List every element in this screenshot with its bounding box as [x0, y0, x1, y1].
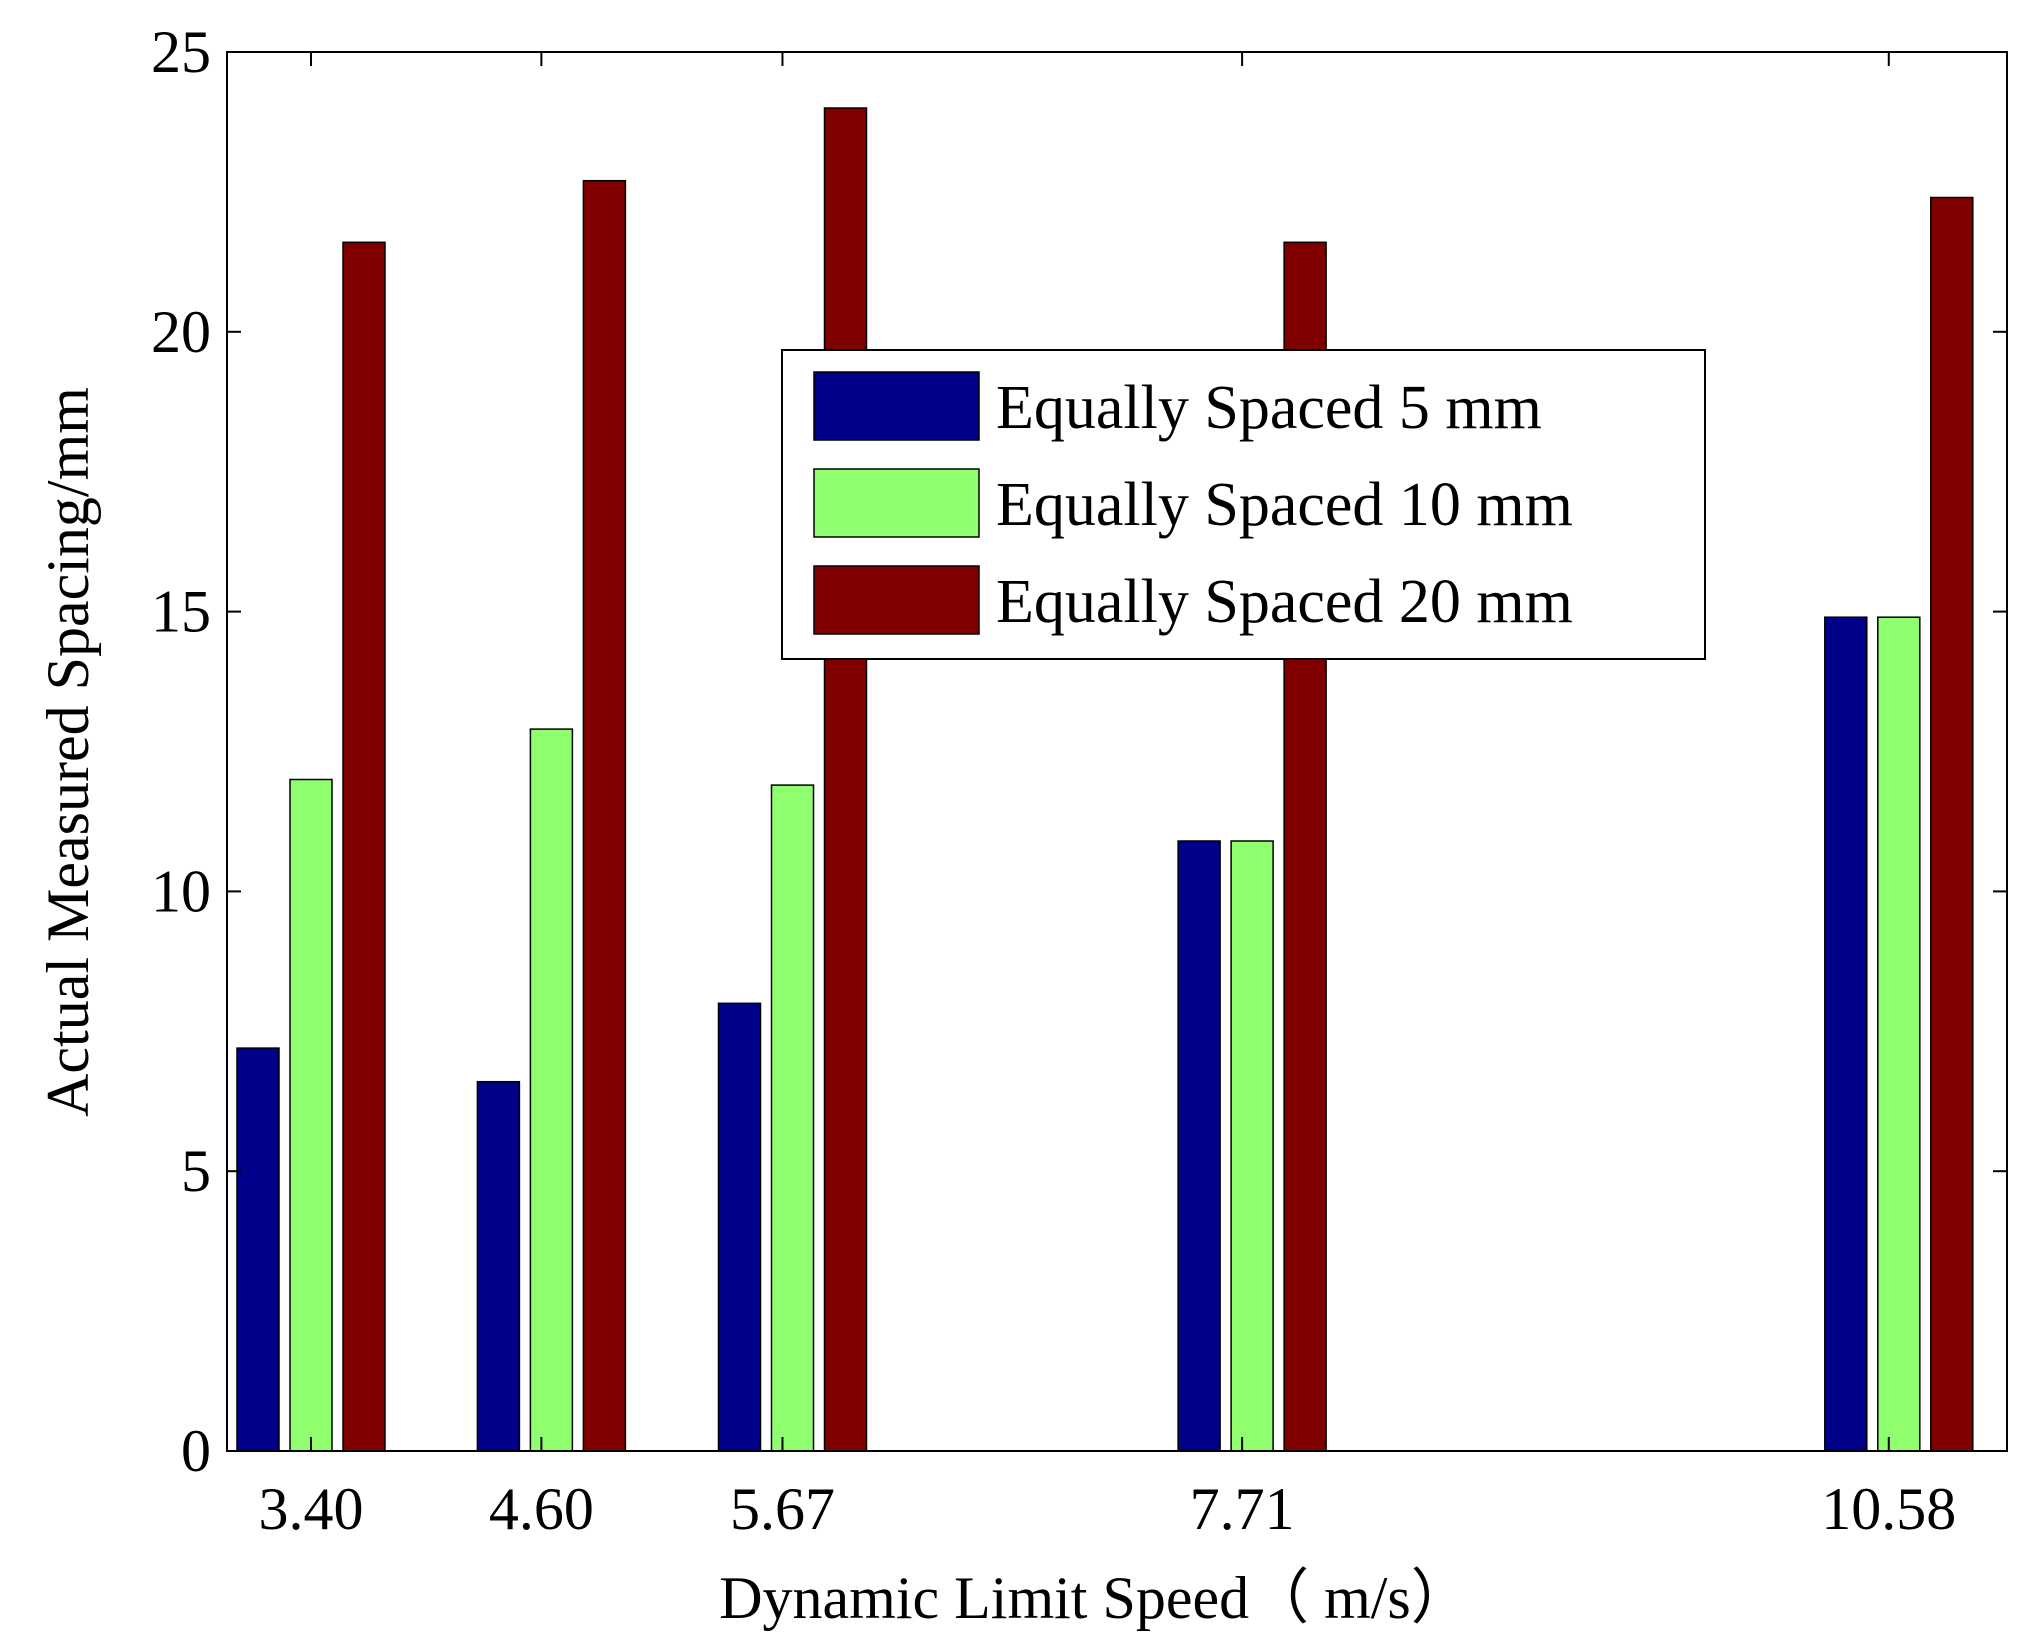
x-tick-label: 10.58 — [1821, 1476, 1956, 1542]
legend-label: Equally Spaced 20 mm — [996, 568, 1573, 636]
x-tick-label: 7.71 — [1190, 1476, 1295, 1542]
y-tick-label: 20 — [151, 299, 211, 365]
legend-swatch — [813, 565, 980, 635]
y-tick-label: 25 — [151, 19, 211, 85]
legend-swatch — [813, 371, 980, 441]
y-tick-label: 10 — [151, 858, 211, 924]
y-axis-label: Actual Measured Spacing/mm — [35, 387, 101, 1117]
x-tick-label: 3.40 — [259, 1476, 364, 1542]
bar-equally-spaced-5-mm-7.71 — [1177, 840, 1221, 1452]
legend-swatch — [813, 468, 980, 538]
bar-equally-spaced-5-mm-4.60 — [476, 1080, 521, 1452]
bar-equally-spaced-10-mm-10.58 — [1877, 616, 1921, 1452]
bar-equally-spaced-10-mm-7.71 — [1230, 840, 1274, 1452]
x-tick-label: 5.67 — [730, 1476, 835, 1542]
bar-equally-spaced-20-mm-3.40 — [342, 241, 386, 1452]
y-tick-label: 15 — [151, 579, 211, 645]
legend: Equally Spaced 5 mm Equally Spaced 10 mm E… — [781, 349, 1706, 660]
bar-equally-spaced-5-mm-10.58 — [1824, 616, 1868, 1452]
bars-group — [236, 107, 1974, 1452]
legend-label: Equally Spaced 10 mm — [996, 471, 1573, 539]
y-tick-label: 5 — [181, 1138, 211, 1204]
bar-equally-spaced-20-mm-4.60 — [582, 179, 627, 1452]
x-tick-label: 4.60 — [489, 1476, 594, 1542]
ticks-group: 0 5 10 15 20 25 3.40 4.60 5.67 7.71 10.58 — [151, 19, 2007, 1542]
x-axis-label: Dynamic Limit Speed（ m/s） — [719, 1565, 1471, 1631]
bar-equally-spaced-20-mm-5.67 — [823, 107, 868, 1452]
axes-frame — [226, 51, 2008, 1452]
bar-equally-spaced-5-mm-3.40 — [236, 1047, 280, 1452]
y-tick-label: 0 — [181, 1418, 211, 1484]
bar-equally-spaced-10-mm-5.67 — [770, 784, 815, 1452]
bar-equally-spaced-20-mm-10.58 — [1930, 196, 1974, 1452]
bar-equally-spaced-10-mm-3.40 — [289, 778, 333, 1452]
legend-label: Equally Spaced 5 mm — [996, 374, 1542, 442]
bar-equally-spaced-5-mm-5.67 — [717, 1002, 762, 1452]
bar-equally-spaced-10-mm-4.60 — [529, 728, 574, 1452]
